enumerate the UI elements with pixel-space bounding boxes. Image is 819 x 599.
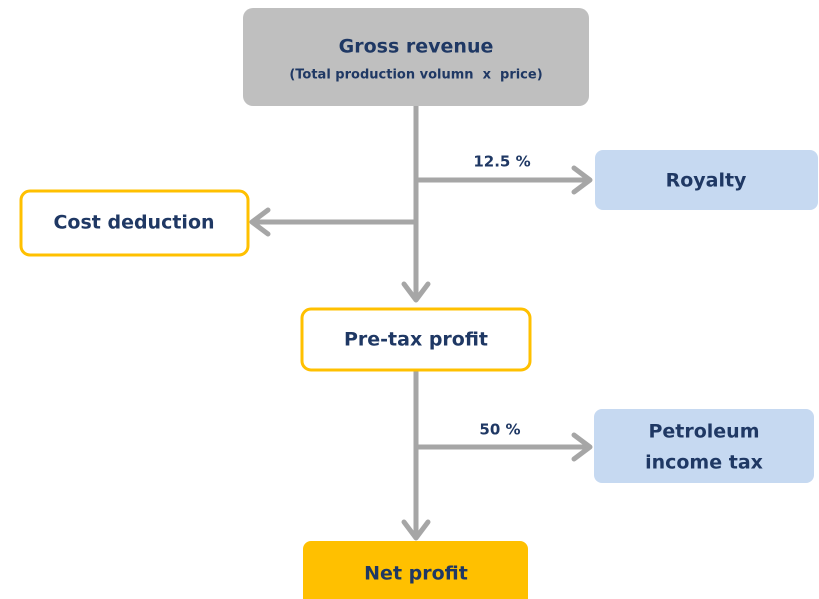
- arrowhead: [571, 165, 593, 195]
- node-label: Cost deduction: [53, 212, 214, 234]
- arrowhead: [401, 519, 431, 541]
- arrowhead: [249, 207, 271, 237]
- arrowhead: [571, 432, 593, 462]
- arrowhead: [401, 281, 431, 303]
- node-label: income tax: [645, 452, 763, 474]
- node-box: [19, 189, 250, 257]
- node-box: [595, 150, 818, 210]
- edge-label: 12.5 %: [473, 153, 530, 171]
- node-label: Net profit: [364, 563, 468, 585]
- node-sublabel: (Total production volumn x price): [289, 68, 542, 83]
- node-box: [300, 307, 532, 372]
- node-box: [243, 8, 589, 106]
- node-box: [594, 409, 814, 483]
- node-label: Petroleum: [648, 421, 759, 443]
- edge-label: 50 %: [479, 421, 520, 439]
- node-label: Royalty: [666, 170, 747, 192]
- node-box: [303, 541, 528, 599]
- node-label: Pre-tax profit: [344, 329, 488, 351]
- node-label: Gross revenue: [339, 36, 494, 58]
